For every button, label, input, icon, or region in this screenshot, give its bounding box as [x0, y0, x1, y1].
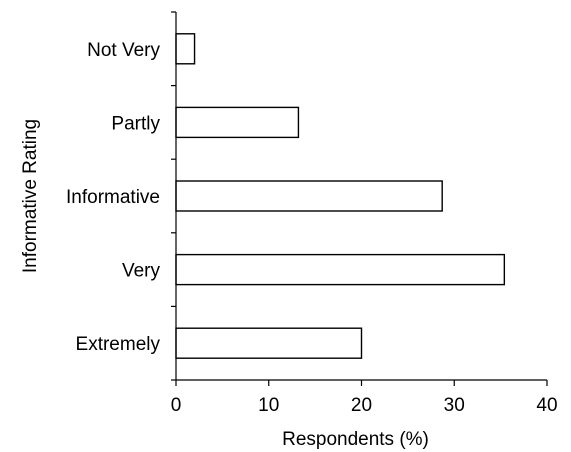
category-label: Informative	[66, 187, 160, 208]
category-label: Extremely	[76, 334, 161, 355]
y-axis-title: Informative Rating	[20, 119, 41, 273]
category-label: Not Very	[87, 40, 160, 61]
x-tick-label: 10	[258, 395, 279, 416]
x-axis-ticks	[175, 380, 548, 386]
x-tick-label: 0	[171, 395, 182, 416]
x-tick-labels: 0 10 20 30 40	[171, 395, 558, 416]
bar-very	[175, 253, 506, 286]
x-axis-title: Respondents (%)	[282, 429, 429, 450]
x-tick-label: 40	[536, 395, 557, 416]
y-axis-ticks	[171, 11, 176, 381]
bar-not-very	[175, 33, 196, 65]
category-labels: Not Very Partly Informative Very Extremely	[66, 40, 160, 355]
x-tick-label: 20	[351, 395, 372, 416]
category-label: Very	[122, 261, 161, 282]
bar-extremely	[175, 327, 363, 359]
x-tick-label: 30	[444, 395, 465, 416]
category-label: Partly	[111, 113, 160, 134]
bar-partly	[175, 106, 300, 139]
bar-informative	[175, 180, 443, 212]
bars-group	[175, 33, 506, 359]
